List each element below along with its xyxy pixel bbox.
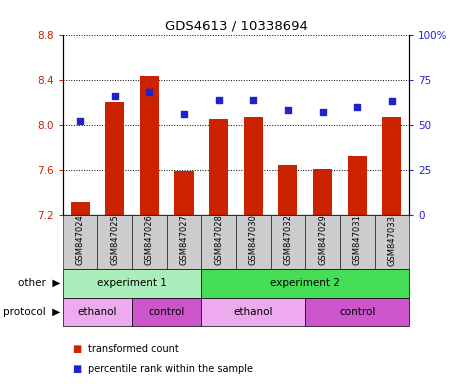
Text: ■: ■ [72, 344, 81, 354]
Text: GSM847032: GSM847032 [284, 215, 292, 265]
Point [353, 104, 361, 110]
Point [319, 109, 326, 115]
Bar [105, 102, 124, 215]
Point [180, 111, 188, 117]
Text: GSM847031: GSM847031 [353, 215, 362, 265]
Point [111, 93, 119, 99]
Text: experiment 1: experiment 1 [97, 278, 167, 288]
Bar [71, 202, 90, 215]
Point [250, 96, 257, 103]
Text: ethanol: ethanol [233, 307, 273, 317]
Text: control: control [339, 307, 375, 317]
Text: GSM847033: GSM847033 [387, 215, 396, 265]
Text: GSM847025: GSM847025 [110, 215, 119, 265]
Text: transformed count: transformed count [88, 344, 179, 354]
Bar [209, 119, 228, 215]
Bar [174, 171, 193, 215]
Text: GSM847028: GSM847028 [214, 215, 223, 265]
Bar [244, 117, 263, 215]
Text: protocol  ▶: protocol ▶ [3, 307, 60, 317]
Text: ethanol: ethanol [78, 307, 117, 317]
Bar [382, 117, 401, 215]
Point [388, 98, 396, 104]
Text: GSM847026: GSM847026 [145, 215, 154, 265]
Bar [348, 156, 367, 215]
Text: other  ▶: other ▶ [18, 278, 60, 288]
Text: ■: ■ [72, 364, 81, 374]
Text: GSM847027: GSM847027 [179, 215, 188, 265]
Text: GSM847030: GSM847030 [249, 215, 258, 265]
Text: percentile rank within the sample: percentile rank within the sample [88, 364, 253, 374]
Text: GSM847024: GSM847024 [76, 215, 85, 265]
Point [76, 118, 84, 124]
Point [146, 89, 153, 95]
Point [284, 107, 292, 113]
Bar [313, 169, 332, 215]
Text: GSM847029: GSM847029 [318, 215, 327, 265]
Bar [140, 76, 159, 215]
Point [215, 96, 222, 103]
Bar [279, 166, 298, 215]
Text: experiment 2: experiment 2 [270, 278, 340, 288]
Title: GDS4613 / 10338694: GDS4613 / 10338694 [165, 19, 307, 32]
Text: control: control [148, 307, 185, 317]
